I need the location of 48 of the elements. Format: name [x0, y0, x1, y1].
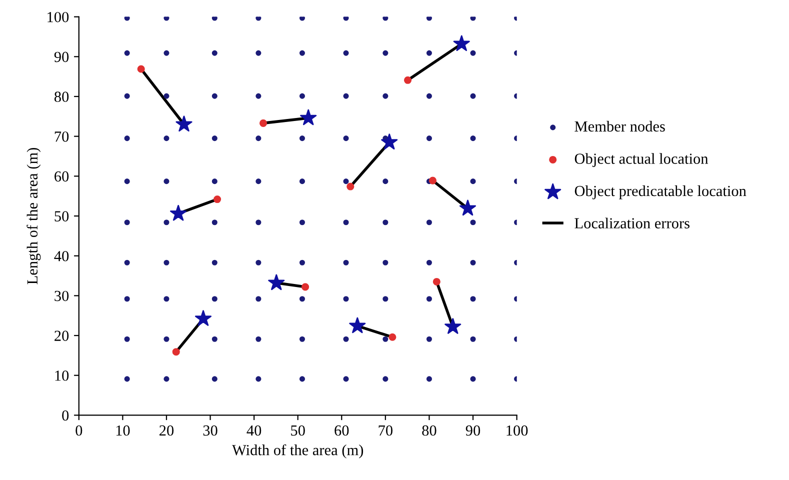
point: [388, 333, 396, 341]
x-tick-label: 20: [160, 425, 174, 436]
y-axis-title: Length of the area (m): [26, 148, 41, 284]
point: [194, 310, 212, 326]
y-tick-label: 30: [54, 290, 69, 302]
y-tick-label: 50: [54, 211, 69, 222]
point: [428, 176, 437, 184]
point: [381, 134, 398, 150]
point: [432, 278, 440, 286]
x-tick-label: 60: [334, 425, 349, 436]
x-tick-label: 0: [76, 425, 82, 436]
x-axis-title: Width of the area (m): [232, 444, 364, 458]
x-tick-label: 90: [466, 425, 480, 436]
point: [259, 119, 268, 127]
x-tick-label: 100: [506, 425, 528, 436]
y-tick-label: 40: [54, 250, 69, 262]
y-tick-label: 80: [54, 92, 69, 102]
y-tick-label: 70: [54, 131, 69, 142]
legend-label: Object predicatable location: [574, 185, 746, 200]
legend-label: Member nodes: [574, 120, 665, 132]
x-tick-label: 30: [203, 425, 218, 436]
point: [268, 274, 285, 290]
point: [137, 65, 145, 73]
point: [444, 318, 462, 334]
y-tick-label: 90: [54, 52, 69, 62]
point: [346, 182, 354, 190]
point: [170, 204, 187, 221]
point: [404, 76, 412, 84]
x-tick-label: 70: [378, 425, 392, 436]
y-tick-label: 60: [54, 171, 69, 182]
point: [172, 348, 180, 356]
y-tick-label: 100: [48, 12, 69, 22]
point: [459, 200, 476, 216]
y-tick-label: 20: [54, 330, 69, 341]
point: [302, 283, 310, 291]
legend-label: Localization errors: [574, 218, 690, 228]
point: [453, 35, 470, 52]
x-tick-label: 80: [422, 425, 436, 436]
legend-label: Object actual location: [574, 153, 708, 167]
y-tick-label: 0: [62, 410, 69, 421]
x-tick-label: 50: [291, 425, 305, 436]
point: [213, 195, 222, 204]
point: [300, 109, 317, 126]
point: [349, 317, 366, 334]
point: [176, 116, 192, 132]
y-tick-label: 10: [55, 370, 69, 381]
x-tick-label: 40: [246, 425, 262, 436]
x-tick-label: 10: [116, 425, 130, 436]
